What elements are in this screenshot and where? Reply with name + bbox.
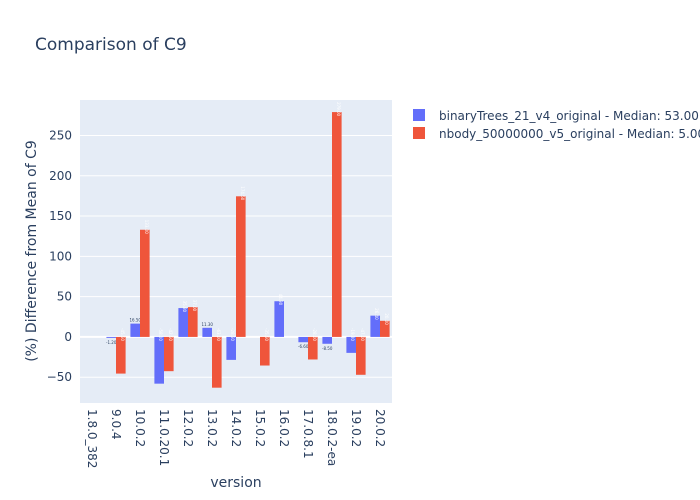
- x-tick-label: 15.0.2: [253, 409, 267, 447]
- data-label: 37.00: [192, 300, 197, 312]
- bar[interactable]: [308, 336, 318, 360]
- bar[interactable]: [188, 307, 198, 337]
- data-label: 174.50: [240, 186, 245, 200]
- y-tick-label: 100: [49, 249, 72, 263]
- data-label: 26.40: [374, 308, 379, 320]
- x-tick-label: 10.0.2: [133, 409, 147, 447]
- data-label: -45.50: [120, 328, 125, 341]
- bar[interactable]: [370, 315, 380, 337]
- data-label: -42.50: [168, 328, 173, 341]
- legend-swatch-series-2[interactable]: [413, 127, 425, 139]
- x-tick-label: 19.0.2: [349, 409, 363, 447]
- x-tick-label: 1.8.0_382: [85, 409, 99, 468]
- x-tick-label: 20.0.2: [373, 409, 387, 447]
- data-label: 133.00: [144, 220, 149, 234]
- bar[interactable]: [140, 229, 150, 337]
- bar[interactable]: [164, 336, 174, 372]
- data-label: -35.50: [264, 328, 269, 341]
- bar[interactable]: [346, 336, 356, 353]
- bar[interactable]: [212, 336, 222, 388]
- y-tick-label: 200: [49, 169, 72, 183]
- x-tick-label: 11.0.20.1: [157, 409, 171, 466]
- data-label: 16.50: [129, 318, 141, 323]
- x-tick-label: 12.0.2: [181, 409, 195, 447]
- bar[interactable]: [202, 327, 212, 337]
- bar[interactable]: [116, 336, 126, 374]
- bar[interactable]: [226, 336, 236, 360]
- data-label: -58.00: [158, 328, 163, 341]
- legend-swatch-series-1[interactable]: [413, 109, 425, 121]
- legend-label-series-1[interactable]: binaryTrees_21_v4_original - Median: 53.…: [439, 109, 699, 123]
- legend: binaryTrees_21_v4_original - Median: 53.…: [413, 109, 700, 141]
- data-label: 20.00: [384, 313, 389, 325]
- x-tick-label: 17.0.8.1: [301, 409, 315, 459]
- data-label: -47.00: [360, 328, 365, 341]
- bar[interactable]: [274, 301, 284, 337]
- y-axis-ticks: −50 0 50 100 150 200 250: [47, 128, 72, 384]
- bar[interactable]: [154, 336, 164, 384]
- x-tick-label: 14.0.2: [229, 409, 243, 447]
- x-tick-label: 18.0.2-ea: [325, 409, 339, 466]
- data-label: 11.30: [201, 322, 213, 327]
- data-label: -1.20: [106, 340, 117, 345]
- data-label: -6.60: [298, 344, 309, 349]
- chart-title: Comparison of C9: [35, 35, 187, 55]
- y-tick-label: 50: [57, 290, 72, 304]
- y-axis-title: (%) Difference from Mean of C9: [24, 140, 40, 362]
- y-tick-label: 0: [64, 330, 72, 344]
- bar[interactable]: [260, 336, 270, 366]
- bar[interactable]: [236, 196, 246, 337]
- bar[interactable]: [332, 112, 342, 337]
- x-tick-label: 9.0.4: [109, 409, 123, 440]
- data-label: 279.00: [336, 102, 341, 116]
- data-label: -8.50: [322, 346, 333, 351]
- data-label: -19.80: [350, 328, 355, 341]
- bar[interactable]: [356, 336, 366, 375]
- x-tick-label: 16.0.2: [277, 409, 291, 447]
- x-axis-title: version: [210, 475, 261, 491]
- x-axis-ticks: 1.8.0_382 9.0.4 10.0.2 11.0.20.1 12.0.2 13.0.…: [85, 409, 387, 468]
- y-tick-label: −50: [47, 370, 72, 384]
- bar[interactable]: [380, 320, 390, 337]
- bar[interactable]: [178, 308, 188, 337]
- bars: -1.20-45.50 16.50 133.00 -58.00 -42.50 35.80 3…: [106, 102, 390, 388]
- y-tick-label: 250: [49, 128, 72, 142]
- data-label: 44.30: [278, 294, 283, 306]
- bar[interactable]: [130, 323, 140, 337]
- x-tick-label: 13.0.2: [205, 409, 219, 447]
- bar[interactable]: [298, 336, 308, 343]
- bar[interactable]: [322, 336, 332, 344]
- data-label: -28.00: [312, 328, 317, 341]
- data-label: -28.50: [230, 328, 235, 341]
- data-label: -63.00: [216, 328, 221, 341]
- y-tick-label: 150: [49, 209, 72, 223]
- legend-label-series-2[interactable]: nbody_50000000_v5_original - Median: 5.0…: [439, 127, 700, 141]
- bar[interactable]: [106, 336, 116, 338]
- data-label: 35.80: [182, 301, 187, 313]
